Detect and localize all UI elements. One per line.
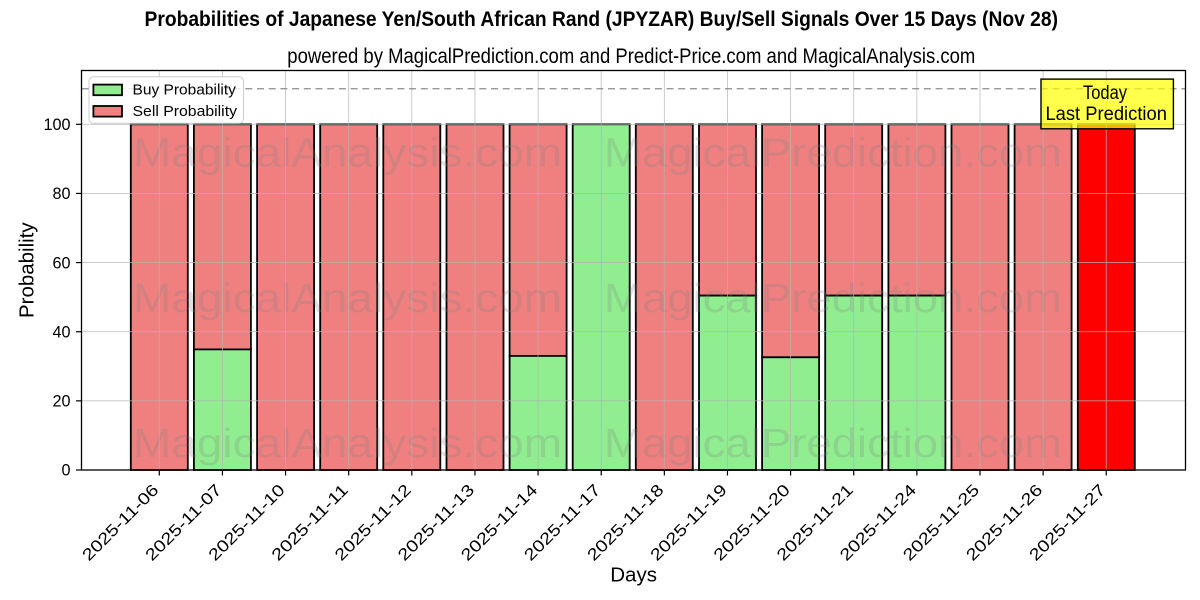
svg-text:MagicalAnalysis.com: MagicalAnalysis.com [133,130,562,176]
svg-text:20: 20 [52,393,70,411]
svg-text:MagicalPrediction.com: MagicalPrediction.com [604,275,1062,321]
svg-text:Probability: Probability [16,222,39,318]
svg-text:40: 40 [52,323,70,341]
svg-text:0: 0 [61,462,70,480]
svg-text:MagicalAnalysis.com: MagicalAnalysis.com [133,420,562,466]
svg-text:Sell Probability: Sell Probability [133,104,238,120]
svg-text:MagicalAnalysis.com: MagicalAnalysis.com [133,275,562,321]
svg-text:Days: Days [610,564,657,587]
svg-text:Last Prediction: Last Prediction [1045,104,1167,125]
svg-text:100: 100 [43,116,70,134]
svg-text:MagicalPrediction.com: MagicalPrediction.com [604,420,1062,466]
svg-text:MagicalPrediction.com: MagicalPrediction.com [604,130,1062,176]
svg-text:80: 80 [52,185,70,203]
svg-text:Probabilities of Japanese Yen/: Probabilities of Japanese Yen/South Afri… [145,8,1059,31]
svg-text:Buy Probability: Buy Probability [133,83,237,99]
svg-text:Today: Today [1083,83,1127,104]
svg-text:powered by MagicalPrediction.c: powered by MagicalPrediction.com and Pre… [287,45,975,68]
svg-text:60: 60 [52,254,70,272]
